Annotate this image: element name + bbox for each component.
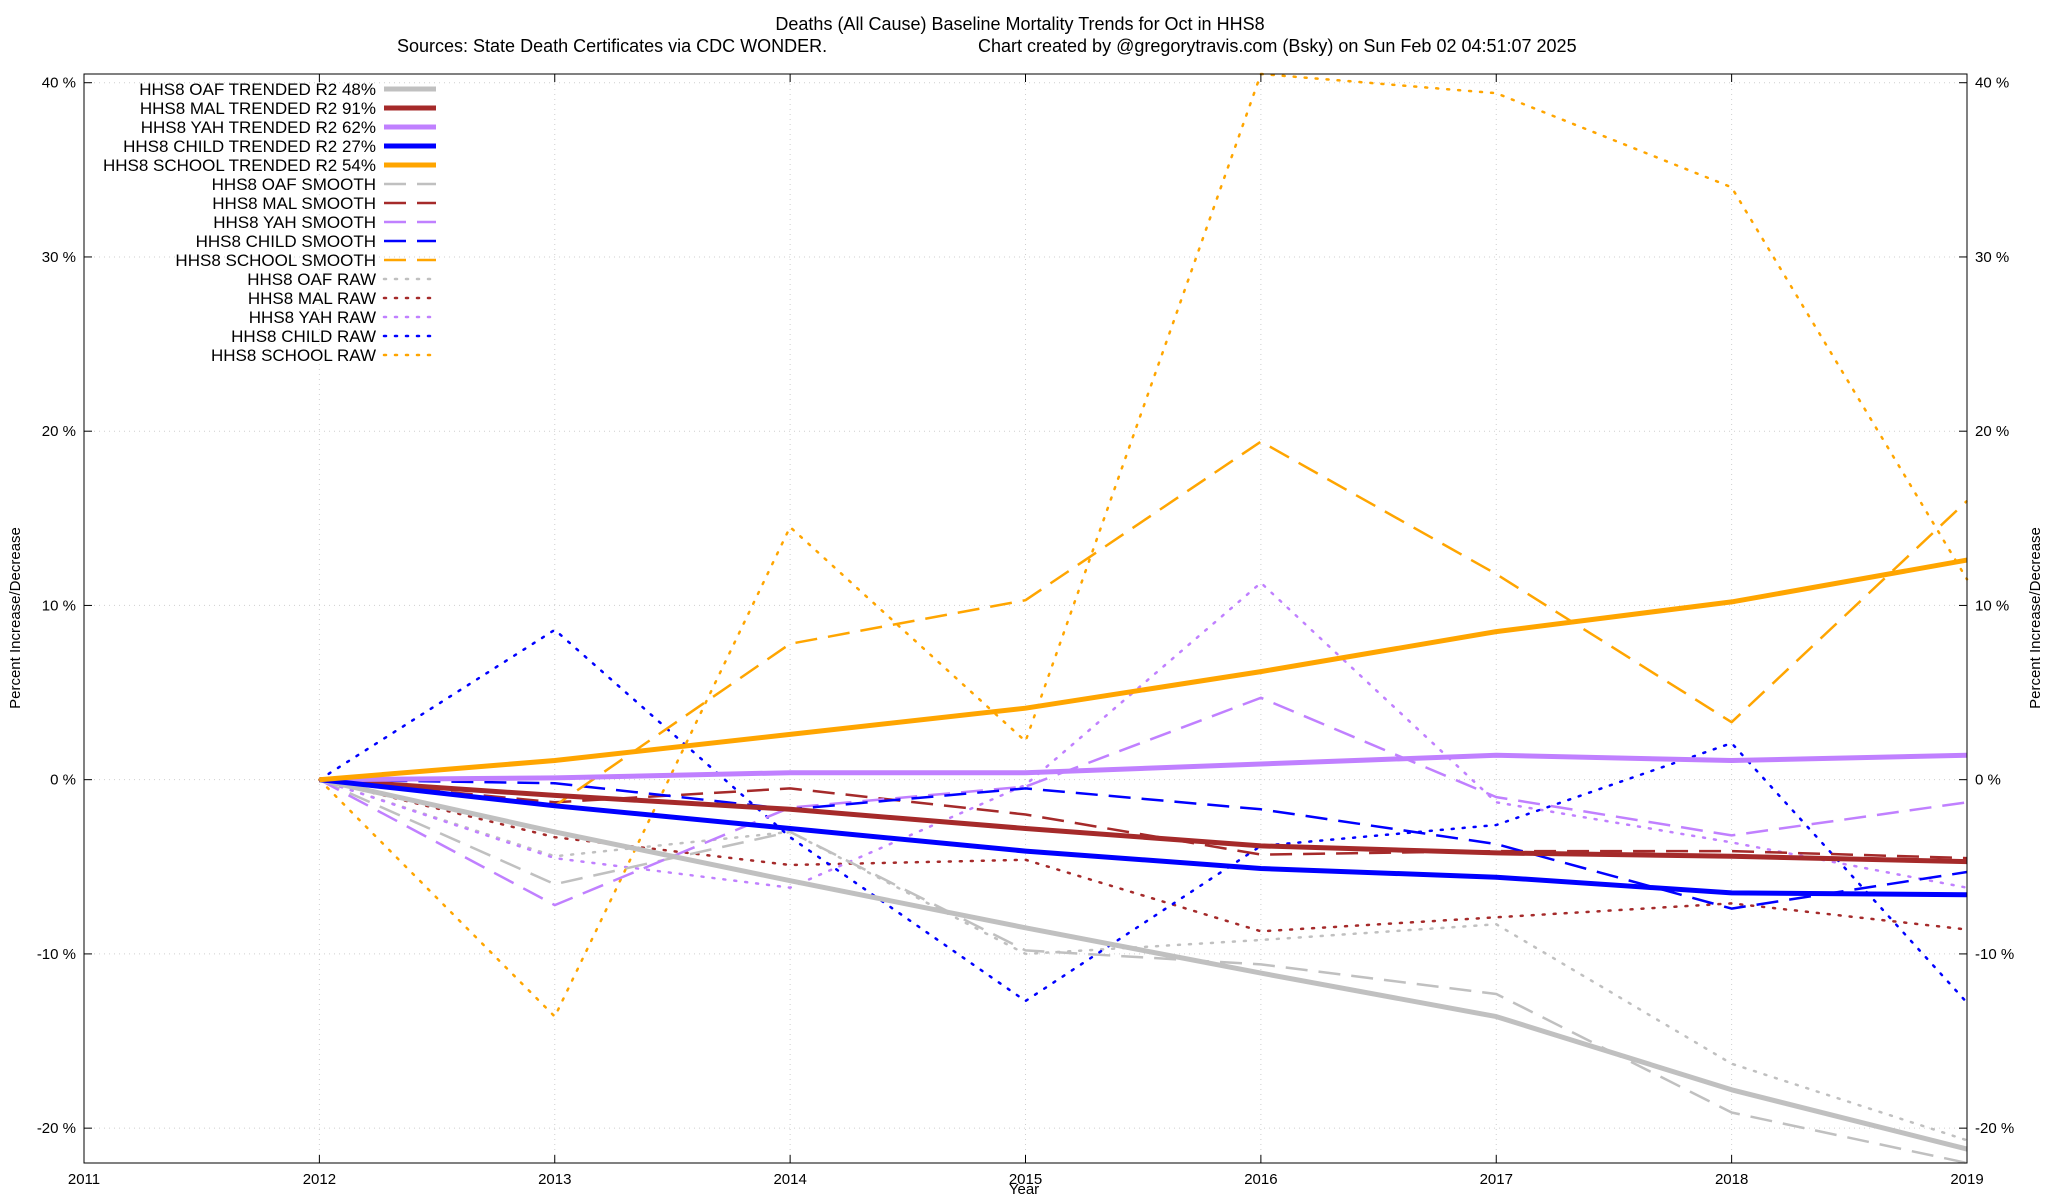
series-line-2 — [319, 752, 1968, 783]
legend-label: HHS8 OAF RAW — [247, 270, 376, 289]
x-tick-label: 2016 — [1244, 1171, 1277, 1188]
series-line-3 — [319, 777, 1968, 898]
legend: HHS8 OAF TRENDED R2 48%HHS8 MAL TRENDED … — [103, 80, 438, 365]
legend-label: HHS8 SCHOOL TRENDED R2 54% — [103, 156, 376, 175]
chart-subtitle-credit: Chart created by @gregorytravis.com (Bsk… — [978, 36, 1577, 56]
legend-label: HHS8 MAL RAW — [248, 289, 376, 308]
legend-label: HHS8 SCHOOL SMOOTH — [175, 251, 376, 270]
series-lines — [318, 72, 1969, 1165]
y-tick-label: 30 % — [42, 249, 76, 266]
y2-tick-label: 10 % — [1975, 597, 2009, 614]
chart-subtitle-sources: Sources: State Death Certificates via CD… — [397, 36, 827, 56]
x-tick-label: 2011 — [68, 1171, 100, 1188]
y-tick-label: 0 % — [50, 772, 76, 789]
series-line-1 — [319, 777, 1968, 865]
series-line-14 — [318, 72, 1969, 1018]
series-line-9 — [319, 440, 1968, 808]
x-tick-label: 2012 — [303, 1171, 336, 1188]
y-tick-label: 20 % — [42, 423, 76, 440]
series-line-7 — [318, 696, 1968, 907]
legend-label: HHS8 YAH TRENDED R2 62% — [141, 118, 376, 137]
legend-label: HHS8 OAF TRENDED R2 48% — [139, 80, 376, 99]
series-line-10 — [318, 778, 1969, 1142]
legend-label: HHS8 CHILD RAW — [231, 327, 376, 346]
y-axis-label: Percent Increase/Decrease — [7, 527, 24, 709]
x-axis-label: Year — [1009, 1181, 1039, 1198]
legend-label: HHS8 OAF SMOOTH — [212, 175, 376, 194]
series-line-6 — [319, 778, 1968, 860]
series-line-13 — [318, 628, 1969, 1004]
y2-tick-label: 20 % — [1975, 423, 2009, 440]
y-tick-label: -10 % — [37, 946, 76, 963]
y2-tick-label: 30 % — [1975, 249, 2009, 266]
legend-label: HHS8 SCHOOL RAW — [211, 346, 376, 365]
x-tick-label: 2015 — [1009, 1171, 1042, 1188]
y-tick-label: -20 % — [37, 1120, 76, 1137]
legend-label: HHS8 CHILD SMOOTH — [196, 232, 376, 251]
x-tick-label: 2017 — [1480, 1171, 1513, 1188]
chart-title: Deaths (All Cause) Baseline Mortality Tr… — [775, 14, 1264, 34]
y-tick-label: 40 % — [42, 75, 76, 92]
y2-tick-label: -20 % — [1975, 1120, 2014, 1137]
legend-label: HHS8 YAH RAW — [249, 308, 376, 327]
legend-label: HHS8 MAL SMOOTH — [212, 194, 376, 213]
series-line-12 — [318, 581, 1969, 889]
x-tick-label: 2014 — [773, 1171, 806, 1188]
series-line-5 — [318, 778, 1968, 1165]
y2-tick-label: 40 % — [1975, 75, 2009, 92]
x-tick-label: 2013 — [538, 1171, 571, 1188]
series-line-0 — [318, 777, 1968, 1152]
y2-tick-label: -10 % — [1975, 946, 2014, 963]
y2-tick-label: 0 % — [1975, 772, 2001, 789]
legend-label: HHS8 CHILD TRENDED R2 27% — [123, 137, 376, 156]
y-tick-label: 10 % — [42, 597, 76, 614]
series-line-8 — [319, 778, 1968, 910]
x-tick-label: 2019 — [1950, 1171, 1983, 1188]
legend-label: HHS8 MAL TRENDED R2 91% — [140, 99, 376, 118]
x-tick-label: 2018 — [1715, 1171, 1748, 1188]
series-line-4 — [319, 557, 1968, 783]
axis-ticks: 2011 2012 2013 2014 2015 2016 2017 2018 2019 -20 … — [37, 74, 2014, 1188]
legend-label: HHS8 YAH SMOOTH — [213, 213, 376, 232]
series-line-11 — [318, 778, 1969, 933]
y2-axis-label: Percent Increase/Decrease — [2027, 527, 2044, 709]
